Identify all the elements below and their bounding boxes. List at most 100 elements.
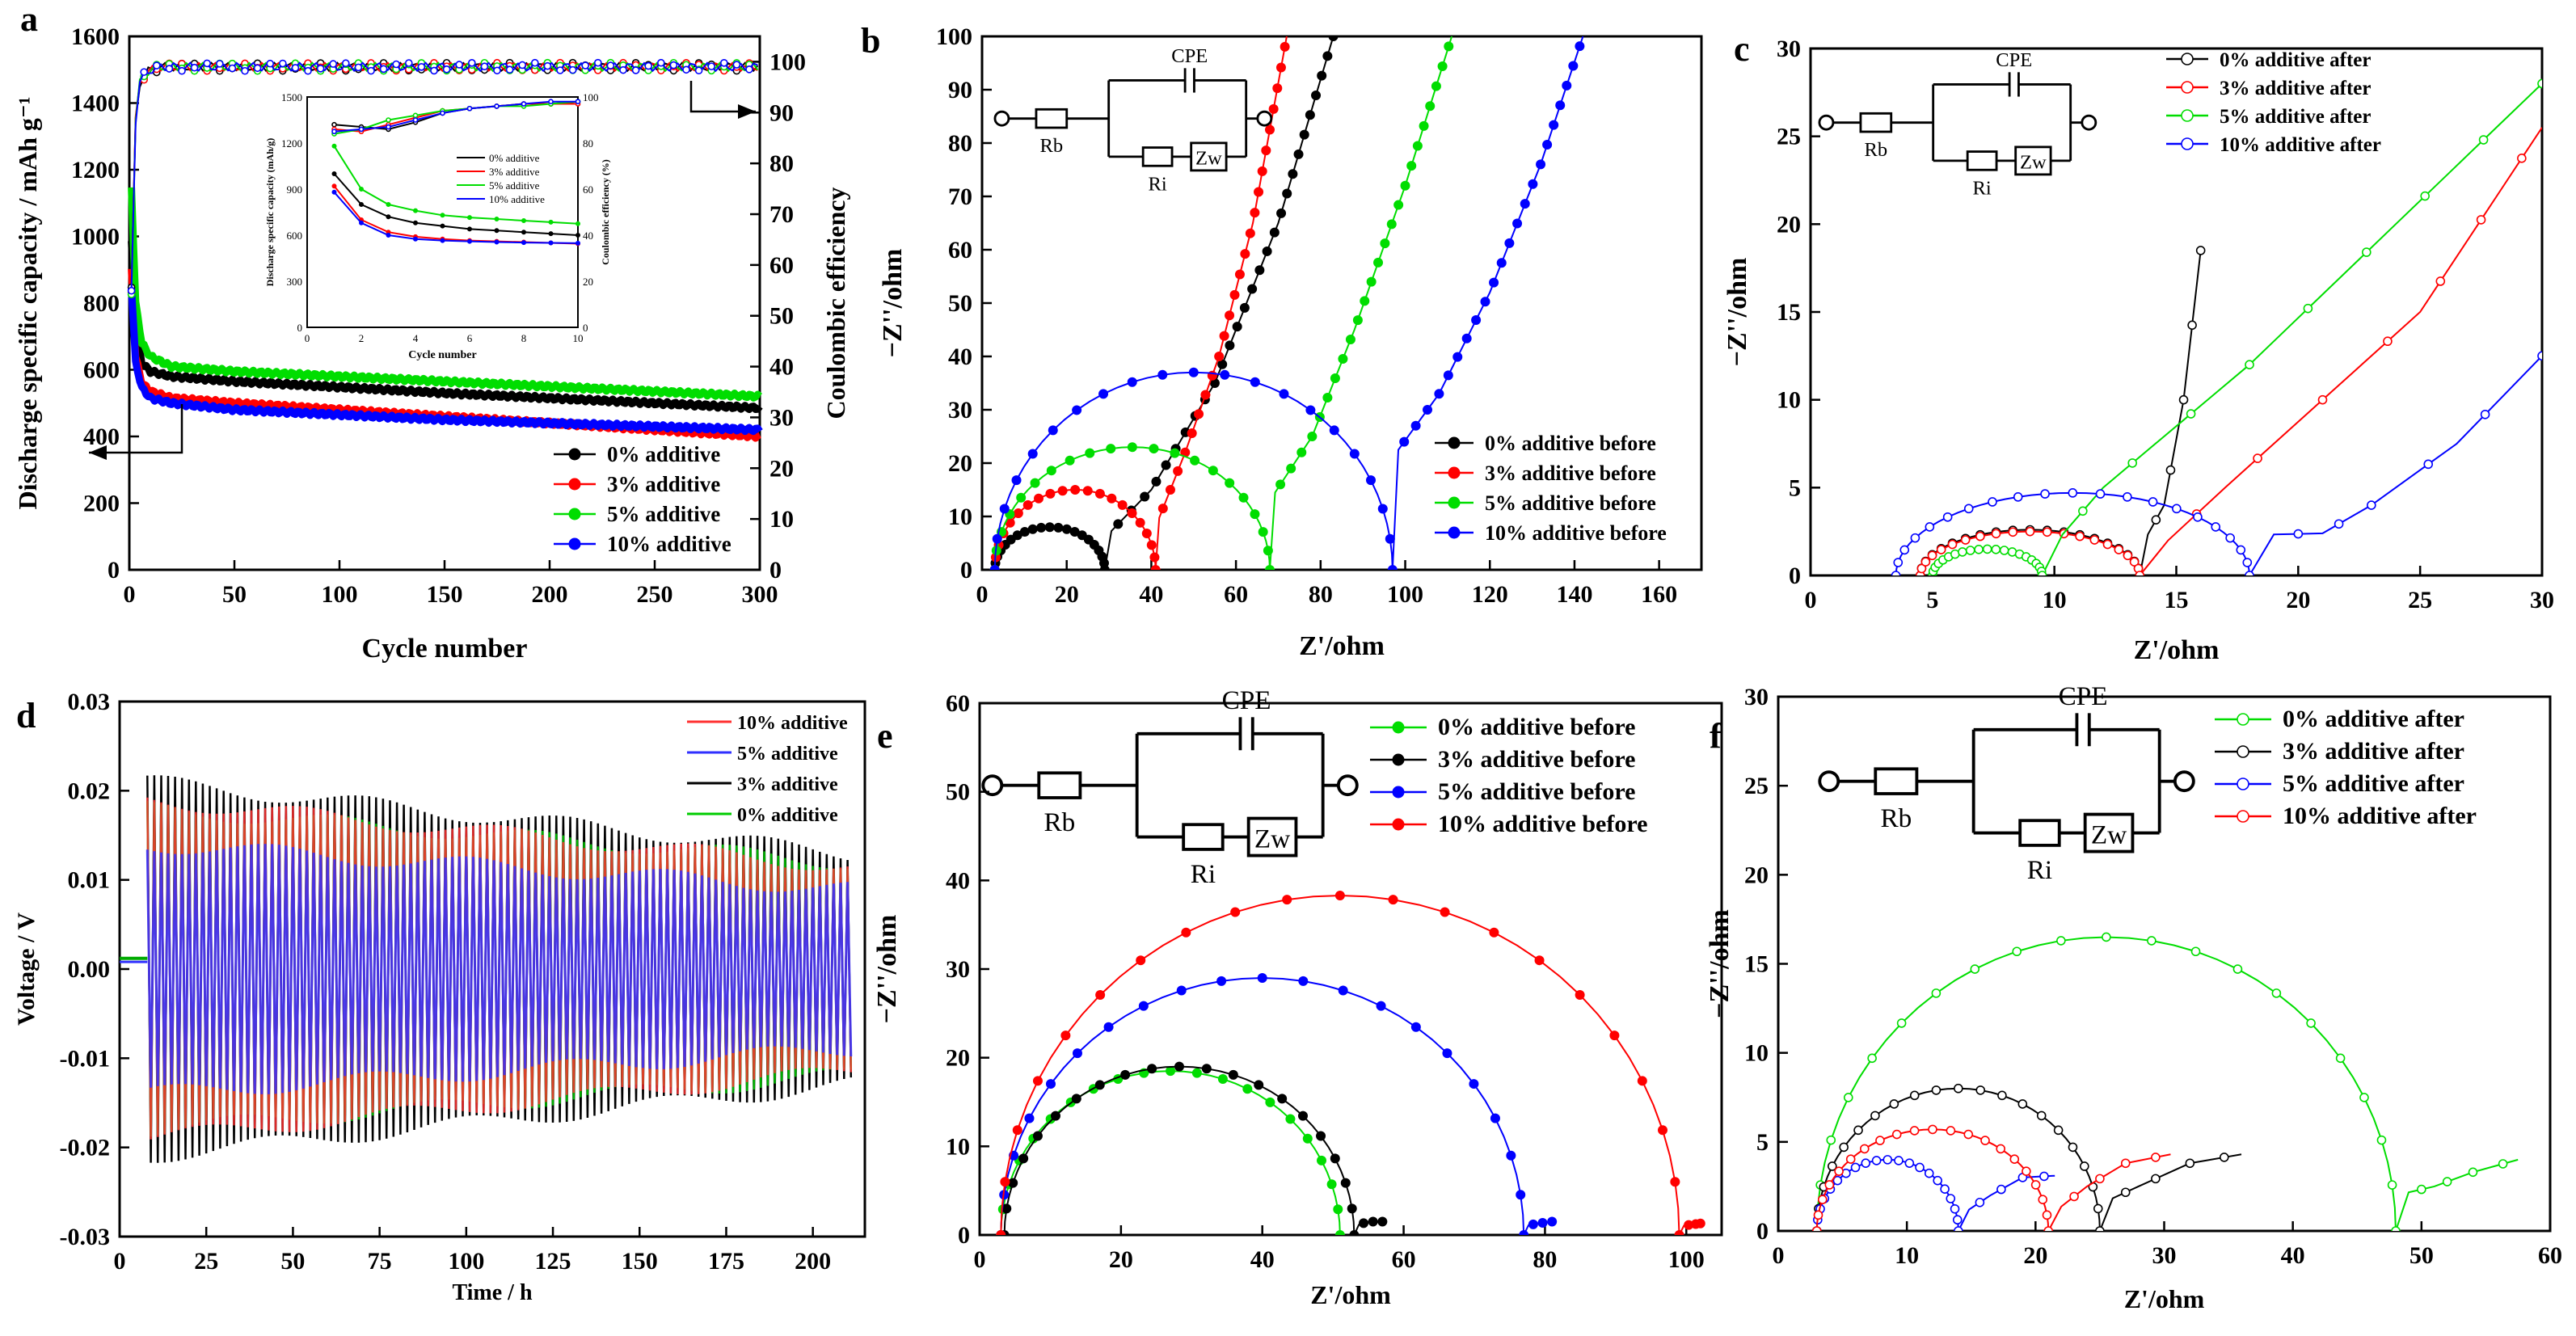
panel-b-data-point xyxy=(1288,169,1298,179)
panel-b-data-point xyxy=(1555,100,1566,111)
panel-f-legend-marker xyxy=(2237,778,2249,790)
panel-d-legend-text: 3% additive xyxy=(737,774,838,795)
panel-f: 0 10 20 30 40 50 60 0 5 10 15 20 25 30 f Z'/ohm −Z''/ohm… xyxy=(1705,681,2562,1313)
panel-b-data-point xyxy=(1106,444,1116,454)
panel-e-data-point xyxy=(1297,1111,1308,1121)
panel-c-data-point xyxy=(2317,394,2328,405)
panel-a-inset-point xyxy=(413,208,418,213)
panel-c-series-line xyxy=(1895,355,2542,575)
panel-f-data-point xyxy=(1882,1155,1893,1165)
panel-b-data-point xyxy=(1406,161,1417,171)
panel-b-data-point xyxy=(1030,478,1040,488)
panel-a-efficiency-marker xyxy=(505,65,514,74)
panel-c-data-point xyxy=(2245,360,2254,370)
panel-d-xtick-label: 0 xyxy=(114,1248,126,1275)
panel-f-data-point xyxy=(1928,1124,1937,1135)
panel-b-data-point xyxy=(1286,463,1296,474)
panel-a-efficiency-marker xyxy=(291,64,300,72)
panel-f-data-point xyxy=(2036,1111,2047,1121)
panel-e-data-point xyxy=(996,1230,1006,1235)
panel-f-legend-text: 3% additive after xyxy=(2283,738,2464,765)
panel-f-data-point xyxy=(1946,1194,1956,1203)
panel-a-efficiency-marker xyxy=(480,62,489,71)
panel-b-data-point xyxy=(1268,103,1279,114)
panel-c-ylabel: −Z''/ohm xyxy=(1722,258,1752,367)
panel-b-ytick-label: 80 xyxy=(948,130,972,157)
panel-b-data-point xyxy=(1542,140,1553,150)
panel-f-data-point xyxy=(1826,1135,1836,1145)
panel-f-xtick-label: 10 xyxy=(1895,1242,1919,1269)
panel-e-data-point xyxy=(1136,955,1146,966)
panel-b-data-point xyxy=(1461,333,1472,343)
panel-c-xlabel: Z'/ohm xyxy=(2134,635,2220,665)
panel-f-ytick-label: 30 xyxy=(1744,684,1769,710)
panel-b-data-point xyxy=(1386,219,1397,230)
panel-e-data-point xyxy=(1347,1203,1357,1214)
panel-b-circuit-cpe-label: CPE xyxy=(1171,45,1208,67)
panel-d-label: d xyxy=(16,696,36,735)
panel-a-efficiency-marker xyxy=(656,58,665,67)
panel-a-efficiency-marker xyxy=(707,62,716,70)
panel-f-circuit-rb-label: Rb xyxy=(1880,803,1912,833)
panel-a-inset-point xyxy=(440,110,445,116)
panel-e-data-point xyxy=(1174,1061,1184,1072)
panel-e-data-point xyxy=(1176,985,1187,996)
panel-b-data-point xyxy=(1423,405,1433,415)
panel-f-data-point xyxy=(1859,1144,1870,1154)
panel-d-ytick-label: 0.02 xyxy=(68,778,111,804)
panel-c-xtick-label: 5 xyxy=(1926,587,1938,613)
panel-b-data-point xyxy=(1265,565,1275,570)
panel-b-data-point xyxy=(1575,41,1585,52)
panel-b-data-point xyxy=(1279,389,1289,399)
panel-b-data-point xyxy=(1338,354,1348,364)
panel-b-data-point xyxy=(1360,296,1370,306)
panel-f-data-point xyxy=(1867,1053,1877,1064)
panel-e-legend-marker xyxy=(1392,721,1405,734)
panel-f-data-point xyxy=(2232,964,2243,974)
panel-f-data-point xyxy=(1839,1142,1849,1153)
panel-a-legend-text: 0% additive xyxy=(607,442,720,466)
panel-d-xtick-label: 200 xyxy=(795,1248,831,1275)
panel-f-data-point xyxy=(1909,1126,1920,1136)
panel-c-circuit-node xyxy=(1818,114,1835,131)
panel-b-data-point xyxy=(1157,369,1168,380)
panel-c-data-point xyxy=(2148,497,2158,507)
panel-a-inset-point xyxy=(548,99,554,104)
panel-e-data-point xyxy=(1537,1218,1548,1229)
panel-e-data-point xyxy=(1032,1076,1043,1086)
panel-b-data-point xyxy=(1480,297,1490,307)
panel-f-data-point xyxy=(1817,1195,1828,1204)
panel-a-inset-point xyxy=(331,143,337,149)
panel-e-data-point xyxy=(1050,1111,1060,1121)
panel-f-circuit-ri xyxy=(2018,819,2061,847)
panel-a-efficiency-marker xyxy=(417,62,426,71)
panel-f-data-point xyxy=(1843,1093,1853,1102)
panel-e-data-point xyxy=(1377,1216,1388,1227)
panel-a-inset-legend-text: 0% additive xyxy=(489,152,540,164)
panel-f-data-point xyxy=(1824,1180,1835,1190)
panel-d-ytick-label: -0.01 xyxy=(60,1045,111,1072)
panel-f-data-point xyxy=(2120,1187,2131,1198)
panel-b-data-point xyxy=(1412,141,1423,151)
panel-f-data-point xyxy=(1933,1175,1942,1186)
panel-a-efficiency-marker xyxy=(745,65,753,74)
panel-b-data-point xyxy=(1240,249,1250,259)
panel-a-xtick-label: 250 xyxy=(637,581,673,608)
panel-a-inset-point xyxy=(548,231,554,237)
panel-b-data-point xyxy=(1034,493,1044,504)
panel-f-data-point xyxy=(1896,1018,1907,1028)
panel-a-y2tick-label: 40 xyxy=(769,354,794,381)
panel-b-data-point xyxy=(1229,289,1240,300)
panel-f-data-point xyxy=(2080,1161,2089,1171)
panel-b-legend-text: 10% additive before xyxy=(1485,521,1667,545)
panel-e-data-point xyxy=(1181,927,1191,938)
panel-b-data-point xyxy=(1190,455,1200,466)
panel-a-efficiency-marker xyxy=(228,64,237,73)
panel-b-data-point xyxy=(1098,389,1109,399)
panel-c-data-point xyxy=(2476,215,2486,225)
panel-f-data-point xyxy=(2102,932,2111,942)
panel-d-legend-text: 0% additive xyxy=(737,805,838,826)
panel-a-legend-marker xyxy=(568,537,581,550)
panel-a-ytick-label: 400 xyxy=(83,424,120,450)
panel-e-legend-text: 0% additive before xyxy=(1438,714,1635,740)
